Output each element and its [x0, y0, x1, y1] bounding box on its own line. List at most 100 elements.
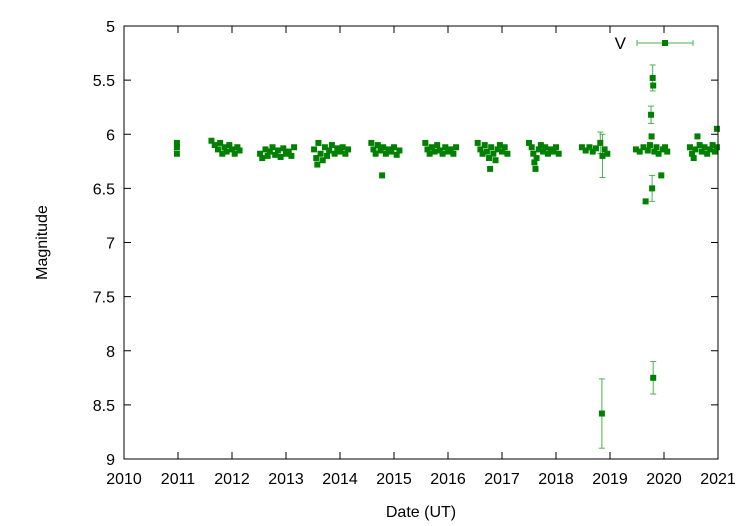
data-point	[649, 185, 656, 192]
data-point	[504, 150, 511, 157]
data-point	[439, 150, 446, 157]
data-point	[372, 150, 379, 157]
data-point	[428, 144, 435, 151]
data-point	[542, 144, 549, 151]
y-tick-label: 6	[106, 127, 115, 144]
data-point	[321, 144, 328, 151]
data-point	[597, 139, 604, 146]
data-point	[483, 148, 490, 155]
data-point	[713, 125, 720, 132]
data-point	[578, 144, 585, 151]
data-point	[285, 148, 292, 155]
data-point	[234, 144, 241, 151]
data-point	[648, 111, 655, 118]
data-point	[474, 139, 481, 146]
y-tick-label: 5	[106, 19, 115, 36]
data-point	[374, 142, 381, 149]
legend: V	[615, 34, 694, 53]
data-point	[646, 142, 653, 149]
data-point	[698, 148, 705, 155]
data-point	[391, 144, 397, 151]
data-point	[644, 147, 651, 154]
y-axis-title: Magnitude	[34, 205, 51, 280]
data-point	[422, 139, 429, 146]
data-point	[713, 144, 720, 151]
data-point	[530, 150, 537, 157]
data-point	[696, 142, 703, 149]
data-point	[379, 172, 386, 179]
data-point	[494, 146, 501, 153]
data-point	[533, 155, 540, 162]
x-tick-label: 2021	[700, 471, 736, 488]
tick-layer	[123, 25, 719, 460]
data-point	[382, 150, 389, 157]
data-point	[337, 148, 343, 155]
data-point	[496, 142, 503, 149]
data-point	[481, 142, 488, 149]
y-tick-label: 8	[106, 344, 115, 361]
data-point	[711, 148, 718, 155]
y-tick-label: 9	[106, 452, 115, 469]
x-tick-label: 2017	[484, 471, 520, 488]
data-point	[442, 144, 449, 151]
data-point	[264, 152, 271, 159]
data-point	[658, 172, 665, 179]
x-tick-label: 2016	[430, 471, 466, 488]
data-point	[319, 157, 326, 164]
data-point	[604, 150, 611, 157]
data-point	[598, 410, 605, 417]
data-point	[173, 139, 180, 146]
data-point	[388, 148, 395, 155]
data-point	[313, 155, 320, 162]
data-point	[342, 150, 349, 157]
data-point	[555, 150, 562, 157]
data-point	[453, 144, 460, 151]
data-point	[501, 144, 508, 151]
data-point	[689, 150, 696, 157]
y-tick-label: 8.5	[93, 398, 115, 415]
data-point	[664, 148, 671, 155]
data-point	[650, 82, 657, 89]
x-axis-title: Date (UT)	[386, 504, 456, 521]
point-layer	[173, 74, 720, 417]
data-point	[317, 150, 324, 157]
data-point	[447, 146, 454, 153]
data-point	[636, 148, 643, 155]
data-point	[477, 146, 484, 153]
data-point	[706, 146, 713, 153]
y-tick-label: 5.5	[93, 73, 115, 90]
x-tick-label: 2011	[161, 471, 196, 488]
x-tick-label: 2010	[106, 471, 142, 488]
data-point	[528, 144, 535, 151]
data-point	[214, 146, 221, 153]
x-tick-label: 2015	[376, 471, 412, 488]
data-point	[690, 155, 697, 162]
data-point	[487, 165, 494, 172]
data-point	[393, 151, 400, 158]
x-tick-label: 2020	[646, 471, 682, 488]
data-point	[553, 144, 559, 151]
data-point	[324, 152, 331, 159]
data-point	[488, 144, 495, 151]
data-point	[640, 144, 647, 151]
data-point	[655, 150, 662, 157]
data-point	[328, 142, 335, 149]
x-tick-label: 2019	[592, 471, 628, 488]
data-point	[208, 137, 215, 144]
data-point	[589, 148, 596, 155]
data-point	[311, 146, 318, 153]
data-point	[642, 198, 649, 205]
data-point	[582, 147, 589, 154]
legend-marker	[662, 40, 668, 46]
data-point	[648, 133, 655, 140]
data-point	[288, 152, 295, 159]
data-point	[686, 144, 693, 151]
data-point	[314, 161, 321, 168]
data-point	[280, 145, 287, 152]
x-tick-label: 2018	[538, 471, 574, 488]
data-point	[701, 144, 708, 151]
data-point	[431, 148, 438, 155]
data-point	[226, 142, 233, 149]
data-point	[599, 152, 606, 159]
data-point	[632, 146, 639, 153]
